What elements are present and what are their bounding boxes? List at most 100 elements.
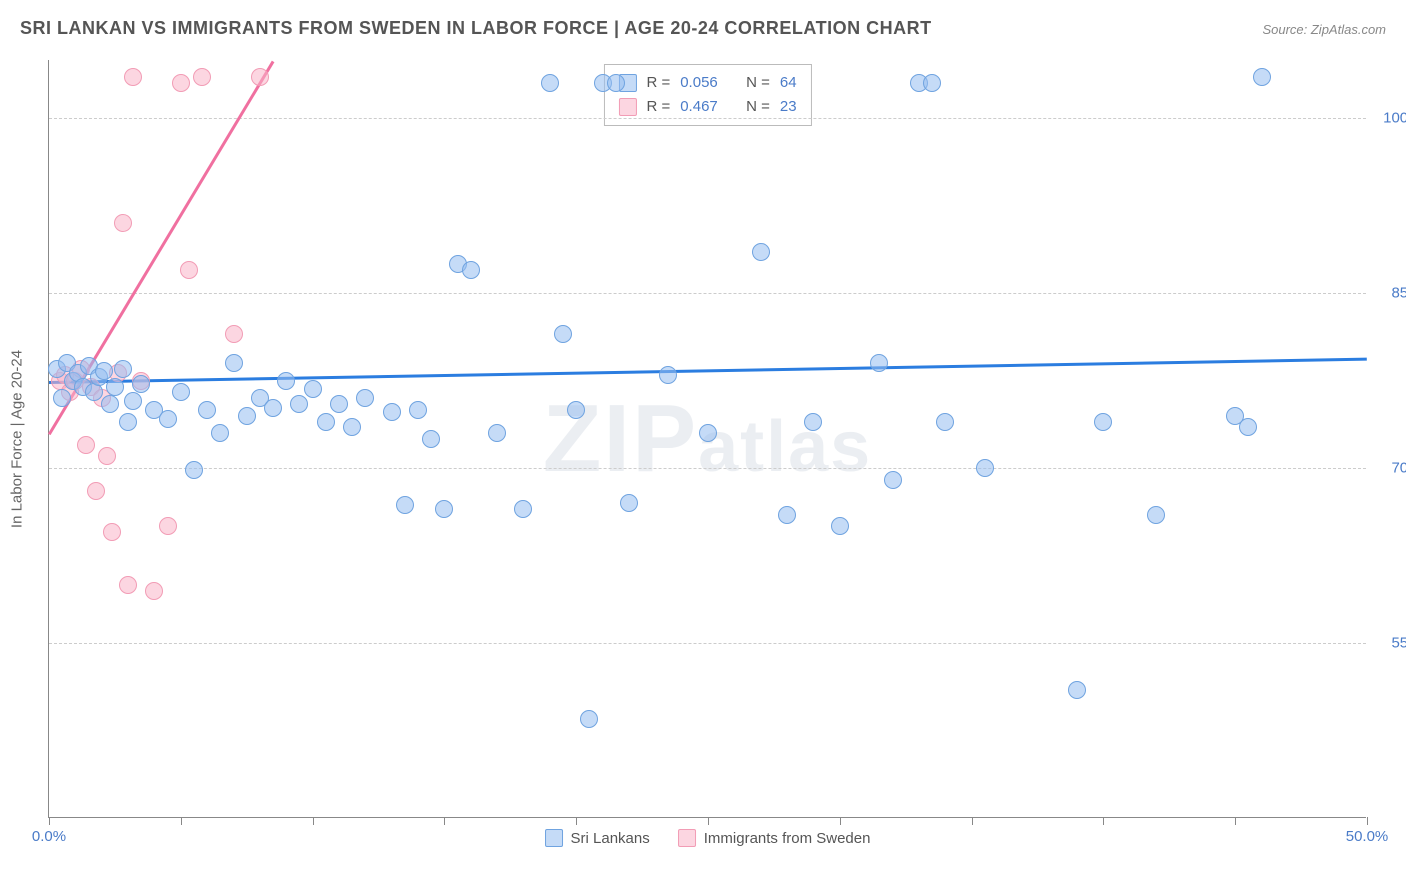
marker-sweden — [180, 261, 198, 279]
bottom-legend: Sri Lankans Immigrants from Sweden — [545, 829, 871, 847]
marker-sweden — [87, 482, 105, 500]
marker-sri-lankans — [277, 372, 295, 390]
marker-sri-lankans — [831, 517, 849, 535]
marker-sri-lankans — [1147, 506, 1165, 524]
x-tick-label: 50.0% — [1346, 828, 1389, 845]
marker-sri-lankans — [778, 506, 796, 524]
marker-sri-lankans — [185, 461, 203, 479]
y-axis-label: In Labor Force | Age 20-24 — [9, 349, 26, 527]
chart-title: SRI LANKAN VS IMMIGRANTS FROM SWEDEN IN … — [20, 18, 932, 38]
x-tick — [181, 817, 182, 825]
legend-label-sweden: Immigrants from Sweden — [704, 830, 871, 847]
marker-sri-lankans — [435, 500, 453, 518]
marker-sri-lankans — [567, 401, 585, 419]
marker-sri-lankans — [1239, 418, 1257, 436]
marker-sri-lankans — [124, 392, 142, 410]
marker-sri-lankans — [290, 395, 308, 413]
marker-sri-lankans — [804, 413, 822, 431]
marker-sri-lankans — [488, 424, 506, 442]
marker-sweden — [98, 447, 116, 465]
stats-r-label: R = — [646, 95, 670, 119]
trend-line-sri-lankans — [49, 357, 1367, 383]
marker-sri-lankans — [159, 410, 177, 428]
x-tick — [49, 817, 50, 825]
marker-sweden — [225, 325, 243, 343]
marker-sweden — [145, 582, 163, 600]
marker-sri-lankans — [119, 413, 137, 431]
x-tick — [1367, 817, 1368, 825]
marker-sri-lankans — [383, 403, 401, 421]
sweden-r-value: 0.467 — [680, 95, 718, 119]
marker-sweden — [193, 68, 211, 86]
marker-sweden — [114, 214, 132, 232]
marker-sri-lankans — [198, 401, 216, 419]
marker-sri-lankans — [396, 496, 414, 514]
marker-sri-lankans — [132, 375, 150, 393]
x-tick — [313, 817, 314, 825]
stats-legend-box: R = 0.056 N = 64 R = 0.467 N = 23 — [603, 64, 811, 126]
y-tick-label: 55.0% — [1374, 635, 1406, 652]
marker-sri-lankans — [101, 395, 119, 413]
marker-sri-lankans — [936, 413, 954, 431]
marker-sri-lankans — [330, 395, 348, 413]
marker-sri-lankans — [554, 325, 572, 343]
stats-n-label: N = — [746, 95, 770, 119]
marker-sri-lankans — [409, 401, 427, 419]
marker-sri-lankans — [514, 500, 532, 518]
marker-sri-lankans — [264, 399, 282, 417]
x-tick — [444, 817, 445, 825]
marker-sri-lankans — [106, 378, 124, 396]
stats-n-label: N = — [746, 71, 770, 95]
marker-sri-lankans — [870, 354, 888, 372]
marker-sri-lankans — [422, 430, 440, 448]
grid-line — [49, 293, 1366, 294]
marker-sri-lankans — [114, 360, 132, 378]
marker-sri-lankans — [699, 424, 717, 442]
source-label: Source: ZipAtlas.com — [1262, 22, 1386, 37]
x-tick — [708, 817, 709, 825]
x-tick — [840, 817, 841, 825]
grid-line — [49, 468, 1366, 469]
legend-item-sri-lankans: Sri Lankans — [545, 829, 650, 847]
marker-sweden — [251, 68, 269, 86]
marker-sri-lankans — [211, 424, 229, 442]
marker-sri-lankans — [976, 459, 994, 477]
x-tick — [972, 817, 973, 825]
marker-sri-lankans — [225, 354, 243, 372]
marker-sri-lankans — [752, 243, 770, 261]
marker-sri-lankans — [462, 261, 480, 279]
marker-sri-lankans — [1094, 413, 1112, 431]
marker-sweden — [77, 436, 95, 454]
legend-label-sri-lankans: Sri Lankans — [571, 830, 650, 847]
marker-sri-lankans — [541, 74, 559, 92]
stats-row-sweden: R = 0.467 N = 23 — [618, 95, 796, 119]
marker-sweden — [159, 517, 177, 535]
x-tick — [1103, 817, 1104, 825]
marker-sri-lankans — [304, 380, 322, 398]
marker-sri-lankans — [659, 366, 677, 384]
grid-line — [49, 643, 1366, 644]
stats-r-label: R = — [646, 71, 670, 95]
x-tick — [1235, 817, 1236, 825]
marker-sri-lankans — [356, 389, 374, 407]
marker-sri-lankans — [884, 471, 902, 489]
marker-sri-lankans — [620, 494, 638, 512]
marker-sri-lankans — [1068, 681, 1086, 699]
marker-sri-lankans — [607, 74, 625, 92]
marker-sweden — [103, 523, 121, 541]
legend-swatch-sweden — [678, 829, 696, 847]
marker-sri-lankans — [172, 383, 190, 401]
marker-sri-lankans — [238, 407, 256, 425]
sweden-n-value: 23 — [780, 95, 797, 119]
marker-sri-lankans — [1253, 68, 1271, 86]
stats-row-sri-lankans: R = 0.056 N = 64 — [618, 71, 796, 95]
swatch-sweden — [618, 98, 636, 116]
grid-line — [49, 118, 1366, 119]
legend-swatch-sri-lankans — [545, 829, 563, 847]
marker-sweden — [172, 74, 190, 92]
y-tick-label: 70.0% — [1374, 460, 1406, 477]
marker-sweden — [124, 68, 142, 86]
marker-sri-lankans — [343, 418, 361, 436]
y-tick-label: 100.0% — [1374, 110, 1406, 127]
marker-sri-lankans — [923, 74, 941, 92]
